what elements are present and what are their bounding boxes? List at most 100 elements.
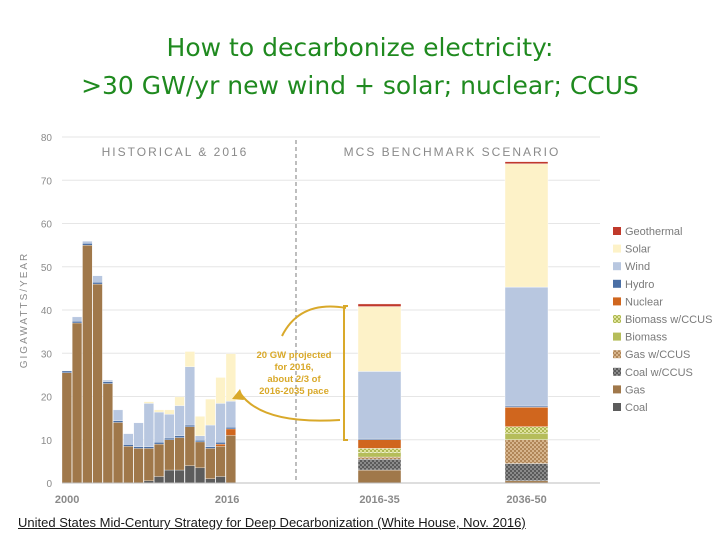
legend-label: Solar xyxy=(625,244,651,256)
bar-2004-gas xyxy=(102,383,113,484)
y-tick-label: 10 xyxy=(41,436,53,447)
bar-2014-hydro xyxy=(205,446,216,449)
bar-2003-wind xyxy=(92,275,103,283)
bar-2015-coal xyxy=(215,476,226,484)
annotation-text-line: for 2016, xyxy=(274,362,313,373)
bar-2036-50-wind xyxy=(504,286,549,407)
bar-2015-hydro xyxy=(215,442,226,445)
bar-2005-wind xyxy=(113,409,124,421)
bar-2016-35-nuclear xyxy=(357,439,402,449)
bar-2007-wind xyxy=(133,422,144,447)
y-tick-label: 0 xyxy=(46,479,52,490)
bar-2036-50-nuclear xyxy=(504,407,549,427)
bar-2001-wind xyxy=(72,316,83,322)
bar-2002-wind xyxy=(82,241,93,244)
bar-2006-wind xyxy=(123,433,134,445)
annotation-arrowhead xyxy=(232,389,244,400)
legend-label: Biomass xyxy=(625,332,668,344)
y-tick-label: 80 xyxy=(41,133,53,144)
bar-2036-50-gas-w-ccus xyxy=(504,439,549,464)
bar-2016-gas xyxy=(225,435,236,484)
bar-2003-hydro xyxy=(92,282,103,285)
annotation-text-line: about 2/3 of xyxy=(267,374,321,385)
bar-2004-wind xyxy=(102,379,113,382)
bar-2001-gas xyxy=(72,322,83,484)
annotation-arrow-bottom xyxy=(239,392,341,422)
bar-2036-50-biomass-w-ccus xyxy=(504,426,549,434)
bar-2036-50-biomass xyxy=(504,433,549,440)
x-tick-label: 2036-50 xyxy=(506,494,546,506)
title-line-1: How to decarbonize electricity: xyxy=(166,33,554,62)
bar-2014-wind xyxy=(205,424,216,447)
bar-2006-gas xyxy=(123,446,134,484)
x-tick-label: 2016 xyxy=(215,494,239,506)
legend-swatch xyxy=(613,332,621,341)
legend-swatch xyxy=(613,350,621,359)
y-tick-label: 30 xyxy=(41,349,53,360)
bar-2016-35-biomass-w-ccus xyxy=(357,448,402,453)
bar-2011-solar xyxy=(174,396,185,406)
bar-2015-nuclear xyxy=(215,443,226,447)
source-link[interactable]: United States Mid-Century Strategy for D… xyxy=(18,515,526,530)
bar-2010-hydro xyxy=(164,437,175,440)
y-tick-label: 40 xyxy=(41,306,53,317)
bar-2011-gas xyxy=(174,437,185,471)
bar-2011-wind xyxy=(174,405,185,437)
legend-swatch xyxy=(613,315,621,323)
bar-2016-35-coal-w-ccus xyxy=(357,459,402,471)
bar-2009-hydro xyxy=(154,442,165,445)
annotation-text-line: 2016-2035 pace xyxy=(259,386,329,397)
bar-2011-coal xyxy=(174,469,185,484)
bar-2016-35-gas xyxy=(357,469,402,484)
bar-2005-hydro xyxy=(113,420,124,423)
bar-2009-solar xyxy=(154,409,165,413)
legend-label: Biomass w/CCUS xyxy=(625,314,712,326)
bar-2008-hydro xyxy=(143,446,154,449)
bar-2007-hydro xyxy=(133,446,144,449)
annotation-arrow-top xyxy=(281,305,347,337)
bar-2006-hydro xyxy=(123,444,134,447)
legend-swatch xyxy=(613,403,621,411)
bar-2036-50-geothermal xyxy=(504,161,549,165)
y-tick-label: 50 xyxy=(41,263,53,274)
bar-2036-50-solar xyxy=(504,163,549,288)
y-tick-label: 20 xyxy=(41,393,53,404)
bar-2016-solar xyxy=(225,353,236,402)
bar-2013-solar xyxy=(195,416,206,437)
legend-swatch xyxy=(613,262,621,271)
legend-label: Coal w/CCUS xyxy=(625,367,693,379)
bar-2011-hydro xyxy=(174,435,185,438)
bar-2010-wind xyxy=(164,414,175,439)
bar-2016-35-gas-w-ccus xyxy=(357,456,402,460)
bar-2010-coal xyxy=(164,469,175,484)
bar-2016-35-biomass xyxy=(357,452,402,458)
bar-2012-solar xyxy=(184,351,195,367)
bar-2016-35-solar xyxy=(357,306,402,372)
bar-2013-coal xyxy=(195,467,206,484)
bar-2002-gas xyxy=(82,244,93,484)
bar-2000-hydro xyxy=(61,370,72,373)
legend-label: Geothermal xyxy=(625,226,682,238)
title-line-2: >30 GW/yr new wind + solar; nuclear; CCU… xyxy=(81,71,639,100)
bar-2000-gas xyxy=(61,372,72,484)
bar-2009-wind xyxy=(154,411,165,443)
bar-2016-wind xyxy=(225,401,236,428)
bar-2009-coal xyxy=(154,476,165,484)
bar-2012-wind xyxy=(184,366,195,426)
y-tick-label: 60 xyxy=(41,220,53,231)
bar-2005-gas xyxy=(113,422,124,484)
bar-2015-solar xyxy=(215,377,226,404)
bar-2007-gas xyxy=(133,448,144,484)
legend-swatch xyxy=(613,385,621,394)
bar-2001-hydro xyxy=(72,321,83,324)
bar-2016-35-wind xyxy=(357,371,402,439)
bar-2010-gas xyxy=(164,439,175,471)
bar-2003-gas xyxy=(92,283,103,484)
annotation-bracket xyxy=(343,305,348,441)
legend-swatch xyxy=(613,367,621,376)
bar-2009-gas xyxy=(154,443,165,477)
annotation-text-line: 20 GW projected xyxy=(257,350,332,361)
x-tick-label: 2000 xyxy=(55,494,79,506)
bar-2012-coal xyxy=(184,465,195,484)
bar-2015-gas xyxy=(215,446,226,477)
